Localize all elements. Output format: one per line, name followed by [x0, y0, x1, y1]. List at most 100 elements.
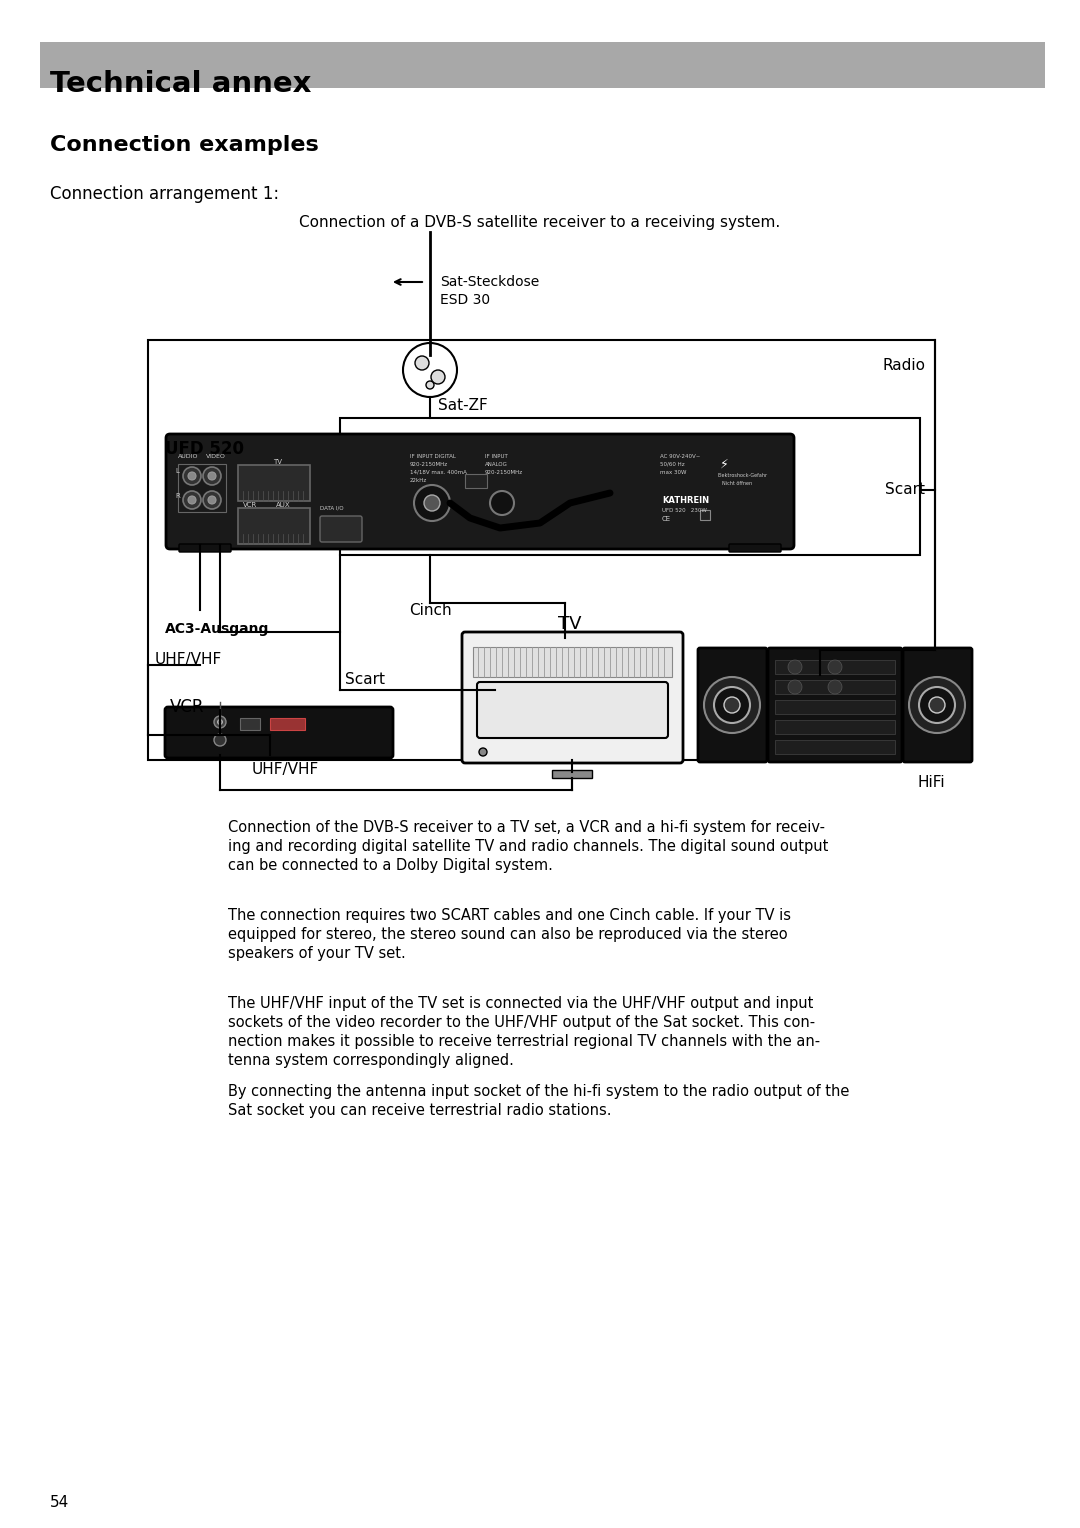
Text: Elektroshock-Gefahr: Elektroshock-Gefahr [718, 474, 768, 478]
Circle shape [188, 497, 195, 504]
Bar [465, 474, 487, 487]
Bar [473, 646, 672, 677]
Circle shape [208, 497, 216, 504]
Text: Connection of a DVB-S satellite receiver to a receiving system.: Connection of a DVB-S satellite receiver… [299, 215, 781, 231]
Text: Sat-ZF: Sat-ZF [438, 397, 488, 413]
Circle shape [480, 749, 487, 756]
Text: Cinch: Cinch [408, 604, 451, 617]
Circle shape [208, 472, 216, 480]
Circle shape [919, 688, 955, 723]
Text: equipped for stereo, the stereo sound can also be reproduced via the stereo: equipped for stereo, the stereo sound ca… [228, 927, 787, 941]
Text: can be connected to a Dolby Digital system.: can be connected to a Dolby Digital syst… [228, 859, 553, 872]
FancyBboxPatch shape [166, 434, 794, 549]
Bar [775, 680, 895, 694]
Circle shape [788, 660, 802, 674]
Text: AUDIO: AUDIO [178, 454, 199, 458]
Text: Nicht öffnen: Nicht öffnen [723, 481, 752, 486]
Circle shape [183, 468, 201, 484]
FancyBboxPatch shape [320, 516, 362, 542]
Text: Connection arrangement 1:: Connection arrangement 1: [50, 185, 279, 203]
FancyBboxPatch shape [768, 648, 902, 762]
Bar [775, 740, 895, 753]
Text: 50/60 Hz: 50/60 Hz [660, 461, 685, 468]
Text: TV: TV [273, 458, 282, 465]
FancyBboxPatch shape [179, 544, 231, 552]
Text: VIDEO: VIDEO [206, 454, 226, 458]
Bar [340, 419, 920, 555]
Text: AC 90V-240V~: AC 90V-240V~ [660, 454, 700, 458]
Text: Connection examples: Connection examples [50, 134, 319, 154]
Circle shape [704, 677, 760, 733]
Circle shape [203, 490, 221, 509]
Circle shape [188, 472, 195, 480]
Text: UFD 520: UFD 520 [165, 440, 244, 458]
Text: Connection of the DVB-S receiver to a TV set, a VCR and a hi-fi system for recei: Connection of the DVB-S receiver to a TV… [228, 821, 825, 834]
Text: ing and recording digital satellite TV and radio channels. The digital sound out: ing and recording digital satellite TV a… [228, 839, 828, 854]
Bar [148, 341, 935, 759]
Text: UHF/VHF: UHF/VHF [156, 652, 222, 668]
Bar [775, 660, 895, 674]
Text: Scart: Scart [885, 483, 924, 498]
Circle shape [426, 380, 434, 390]
Circle shape [214, 733, 226, 746]
Circle shape [828, 680, 842, 694]
Text: tenna system correspondingly aligned.: tenna system correspondingly aligned. [228, 1053, 514, 1068]
Text: ⚡: ⚡ [720, 458, 729, 471]
Circle shape [490, 490, 514, 515]
Text: HiFi: HiFi [917, 775, 945, 790]
FancyBboxPatch shape [477, 681, 669, 738]
Text: 14/18V max. 400mA: 14/18V max. 400mA [410, 471, 467, 475]
Circle shape [203, 468, 221, 484]
Circle shape [788, 680, 802, 694]
Text: 920-2150MHz: 920-2150MHz [410, 461, 448, 468]
Circle shape [424, 495, 440, 510]
Text: R: R [175, 494, 179, 500]
Circle shape [403, 342, 457, 397]
Circle shape [414, 484, 450, 521]
Text: IF INPUT DIGITAL: IF INPUT DIGITAL [410, 454, 456, 458]
Circle shape [217, 720, 222, 724]
Text: 54: 54 [50, 1494, 69, 1510]
Circle shape [909, 677, 966, 733]
FancyBboxPatch shape [903, 648, 972, 762]
Bar [238, 507, 310, 544]
Text: Sat-Steckdose
ESD 30: Sat-Steckdose ESD 30 [440, 275, 539, 307]
Text: IF INPUT: IF INPUT [485, 454, 508, 458]
Bar [240, 718, 260, 730]
Text: ANALOG: ANALOG [485, 461, 508, 468]
Circle shape [431, 370, 445, 384]
Text: The connection requires two SCART cables and one Cinch cable. If your TV is: The connection requires two SCART cables… [228, 908, 791, 923]
Text: DATA I/O: DATA I/O [320, 506, 343, 510]
Bar [40, 41, 1045, 89]
FancyBboxPatch shape [729, 544, 781, 552]
Circle shape [415, 356, 429, 370]
Circle shape [929, 697, 945, 714]
Text: L: L [175, 468, 179, 474]
Text: UFD 520   230W: UFD 520 230W [662, 507, 707, 513]
Text: AUX: AUX [276, 503, 291, 507]
FancyBboxPatch shape [462, 633, 683, 762]
Text: Sat socket you can receive terrestrial radio stations.: Sat socket you can receive terrestrial r… [228, 1103, 611, 1118]
Text: Radio: Radio [882, 358, 924, 373]
Bar [238, 465, 310, 501]
Text: By connecting the antenna input socket of the hi-fi system to the radio output o: By connecting the antenna input socket o… [228, 1083, 849, 1099]
Circle shape [724, 697, 740, 714]
Text: VCR: VCR [170, 698, 204, 717]
Text: TV: TV [558, 614, 582, 633]
Circle shape [214, 717, 226, 727]
Text: sockets of the video recorder to the UHF/VHF output of the Sat socket. This con-: sockets of the video recorder to the UHF… [228, 1015, 815, 1030]
Bar [775, 700, 895, 714]
Bar [270, 718, 305, 730]
Text: The UHF/VHF input of the TV set is connected via the UHF/VHF output and input: The UHF/VHF input of the TV set is conne… [228, 996, 813, 1012]
Bar [700, 510, 710, 520]
Text: CE: CE [662, 516, 671, 523]
Text: Scart: Scart [345, 672, 384, 688]
Circle shape [183, 490, 201, 509]
Text: VCR: VCR [243, 503, 257, 507]
Text: UHF/VHF: UHF/VHF [252, 762, 319, 778]
Text: max 30W: max 30W [660, 471, 687, 475]
Text: speakers of your TV set.: speakers of your TV set. [228, 946, 406, 961]
Bar [775, 720, 895, 733]
Text: nection makes it possible to receive terrestrial regional TV channels with the a: nection makes it possible to receive ter… [228, 1034, 820, 1050]
Text: AC3-Ausgang: AC3-Ausgang [165, 622, 269, 636]
